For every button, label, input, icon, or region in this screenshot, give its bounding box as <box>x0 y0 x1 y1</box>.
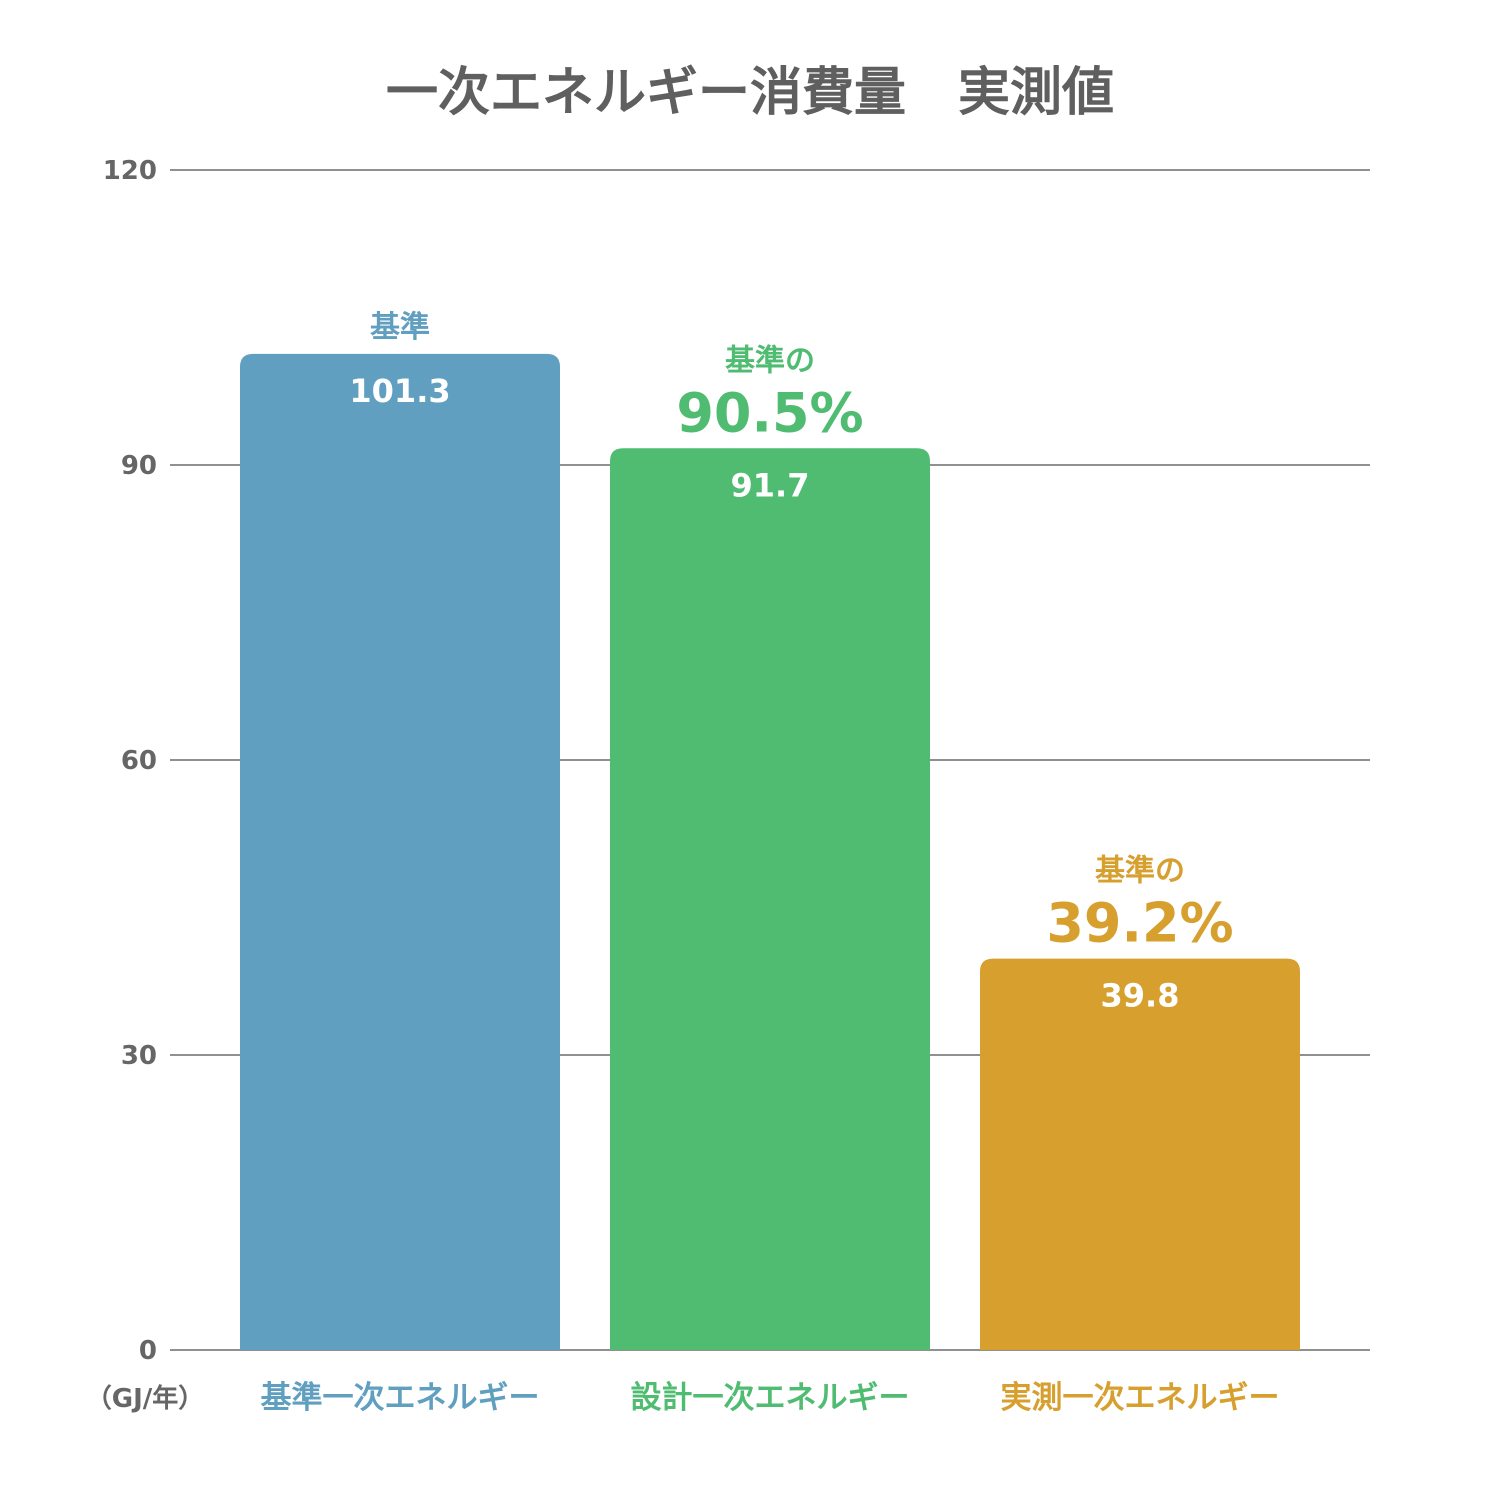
bar-value-label: 101.3 <box>349 372 450 410</box>
x-axis-categories: 基準一次エネルギー 設計一次エネルギー 実測一次エネルギー <box>261 1380 1280 1416</box>
y-axis-unit-label: （GJ/年） <box>86 1383 205 1414</box>
y-axis-ticks: 0 30 60 90 120 <box>103 156 157 1366</box>
y-tick-label: 120 <box>103 156 157 186</box>
bar-annotation-percent: 39.2% <box>1046 892 1233 955</box>
y-tick-label: 0 <box>139 1336 157 1366</box>
bar-value-label: 91.7 <box>731 466 810 504</box>
bar-annotation-label: 基準の <box>1095 854 1185 889</box>
chart-title: 一次エネルギー消費量 実測値 <box>386 63 1114 123</box>
y-tick-label: 30 <box>121 1041 157 1071</box>
bar-value-label: 39.8 <box>1101 977 1180 1015</box>
bar-annotation-label: 基準 <box>370 310 430 345</box>
bar-3 <box>980 958 1300 1350</box>
category-label: 実測一次エネルギー <box>1001 1380 1280 1416</box>
bar-annotation-label: 基準の <box>725 343 815 378</box>
y-tick-label: 90 <box>121 451 157 481</box>
bar-2 <box>610 448 930 1350</box>
category-label: 基準一次エネルギー <box>261 1380 540 1416</box>
category-label: 設計一次エネルギー <box>631 1380 910 1416</box>
bar-annotation-percent: 90.5% <box>676 381 863 444</box>
y-tick-label: 60 <box>121 746 157 776</box>
bar-1 <box>240 353 560 1351</box>
bars: 101.3 91.7 39.8 <box>240 353 1300 1351</box>
